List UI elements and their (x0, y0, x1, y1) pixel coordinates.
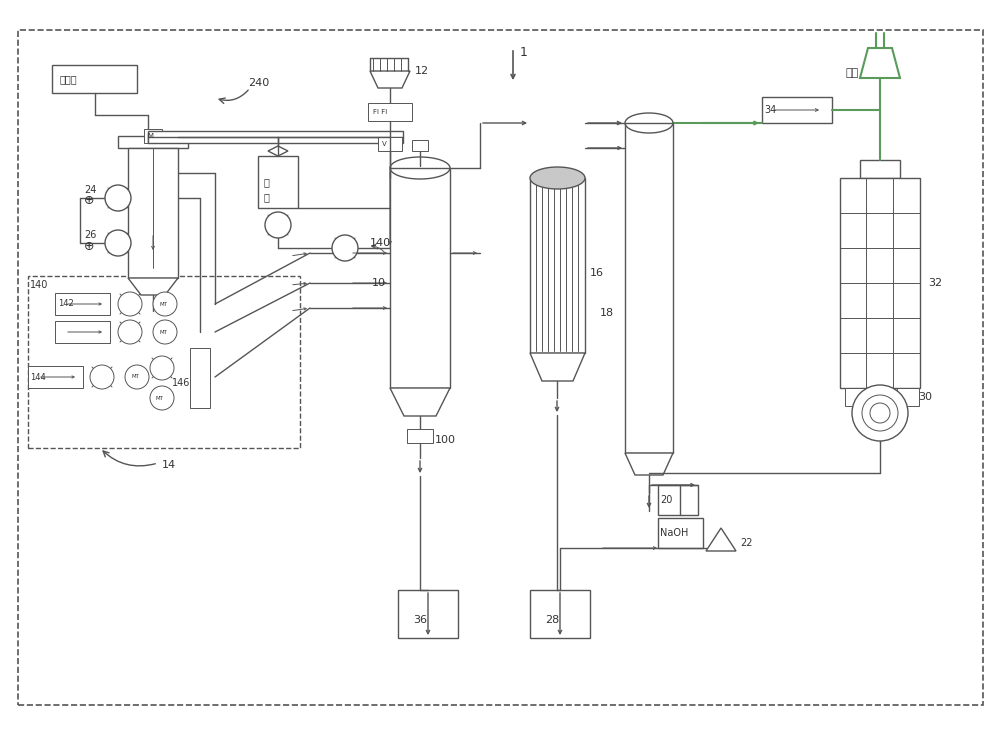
Ellipse shape (530, 167, 585, 189)
Bar (407, 429, 433, 443)
Text: 22: 22 (740, 538, 753, 548)
Text: 140: 140 (30, 280, 48, 290)
Bar (897, 388, 919, 406)
Bar (52, 65, 137, 93)
Text: 16: 16 (590, 268, 604, 278)
Polygon shape (370, 71, 410, 88)
Bar (871, 178, 893, 196)
Bar (845, 388, 867, 406)
Bar (128, 148, 178, 278)
Circle shape (150, 356, 174, 380)
Bar (148, 131, 403, 143)
Circle shape (125, 365, 149, 389)
Bar (258, 156, 298, 208)
Text: 烟囱: 烟囱 (845, 68, 858, 78)
Bar (118, 136, 188, 148)
Polygon shape (860, 48, 900, 78)
Text: 34: 34 (764, 105, 776, 115)
Text: 32: 32 (928, 278, 942, 288)
Circle shape (105, 185, 131, 211)
Circle shape (105, 230, 131, 256)
Polygon shape (530, 353, 585, 381)
Text: 240: 240 (248, 78, 269, 88)
Bar (845, 178, 867, 196)
Polygon shape (128, 278, 178, 295)
Bar (860, 406, 900, 424)
Text: FI FI: FI FI (373, 109, 387, 115)
Circle shape (90, 365, 114, 389)
Bar (398, 590, 458, 638)
Bar (530, 178, 585, 353)
Text: 20: 20 (660, 495, 672, 505)
Text: 100: 100 (435, 435, 456, 445)
Bar (368, 103, 412, 121)
Text: MT: MT (159, 329, 167, 334)
Bar (144, 129, 162, 143)
Circle shape (150, 386, 174, 410)
Text: 144: 144 (30, 372, 46, 381)
Text: MT: MT (131, 374, 139, 380)
Polygon shape (268, 146, 288, 156)
Text: 废树脂: 废树脂 (60, 74, 78, 84)
Bar (658, 518, 703, 548)
Circle shape (862, 395, 898, 431)
Text: 146: 146 (172, 378, 190, 388)
Bar (530, 590, 590, 638)
Polygon shape (625, 453, 673, 475)
Bar (190, 348, 210, 408)
Bar (378, 137, 402, 151)
Text: 18: 18 (600, 308, 614, 318)
Text: 1: 1 (520, 47, 528, 59)
Text: MT: MT (159, 302, 167, 307)
Text: ⊕: ⊕ (84, 195, 94, 207)
Bar (28, 366, 83, 388)
Bar (871, 388, 893, 406)
Bar (55, 293, 110, 315)
Text: 12: 12 (415, 66, 429, 76)
Text: 10: 10 (372, 278, 386, 288)
Text: M: M (147, 133, 153, 139)
Text: 142: 142 (58, 299, 74, 308)
Text: MT: MT (156, 395, 164, 400)
Text: 140: 140 (370, 238, 391, 248)
Bar (897, 178, 919, 196)
Bar (840, 178, 920, 388)
Text: NaOH: NaOH (660, 528, 688, 538)
Circle shape (153, 320, 177, 344)
Text: 28: 28 (545, 615, 559, 625)
Circle shape (118, 320, 142, 344)
Text: 36: 36 (413, 615, 427, 625)
Circle shape (265, 212, 291, 238)
Polygon shape (390, 388, 450, 416)
Bar (28, 276, 300, 448)
Circle shape (153, 292, 177, 316)
Circle shape (332, 235, 358, 261)
Circle shape (870, 403, 890, 423)
Circle shape (118, 292, 142, 316)
Text: ⊕: ⊕ (84, 239, 94, 253)
Bar (762, 97, 832, 123)
Circle shape (852, 385, 908, 441)
Bar (625, 123, 673, 453)
Bar (390, 168, 450, 388)
Polygon shape (706, 528, 736, 551)
Text: V: V (382, 141, 387, 147)
Text: 样: 样 (264, 192, 270, 202)
Bar (860, 160, 900, 178)
Text: 26: 26 (84, 230, 96, 240)
Bar (55, 321, 110, 343)
Bar (658, 485, 698, 515)
Text: 取: 取 (264, 177, 270, 187)
Text: 14: 14 (162, 460, 176, 470)
Text: 30: 30 (918, 392, 932, 402)
Text: 24: 24 (84, 185, 96, 195)
Bar (412, 140, 428, 151)
